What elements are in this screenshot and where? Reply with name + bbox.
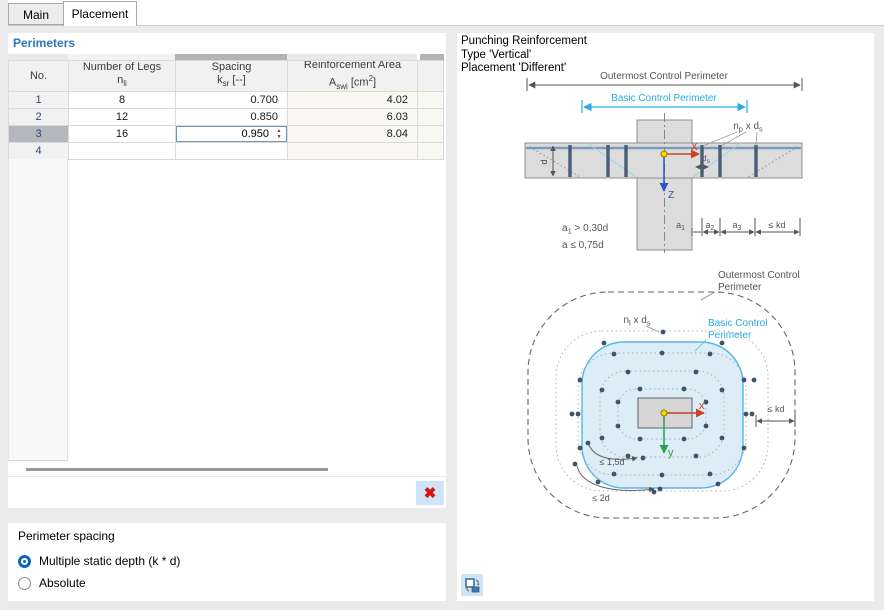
delete-icon: ✖ <box>423 485 437 502</box>
delete-row-button[interactable]: ✖ <box>416 481 444 505</box>
plan-15d-label: ≤ 1,5d <box>600 457 625 467</box>
section-dim-a2: a2 <box>706 220 715 232</box>
plan-nl-ds-label: nl x ds <box>623 315 650 328</box>
column-band-extra <box>420 54 444 60</box>
section-dim-kd: ≤ kd <box>769 220 786 230</box>
row-header[interactable]: 2 <box>9 109 69 126</box>
spacing-input[interactable] <box>176 126 287 142</box>
row-header[interactable]: 4 <box>9 143 69 160</box>
column-band-no <box>8 54 68 60</box>
section-dim-a1: a1 <box>676 220 685 232</box>
plan-x-axis-label: x <box>699 400 705 412</box>
plan-basic-label-1: Basic Control <box>708 318 767 329</box>
row-header-filler <box>8 159 68 461</box>
cell-spacing[interactable]: 0.700 <box>176 92 288 109</box>
sync-views-icon <box>464 577 479 592</box>
row-header-selected[interactable]: 3 <box>9 126 69 143</box>
preview-heading: Punching Reinforcement Type 'Vertical' P… <box>461 35 587 76</box>
cell-area[interactable]: 6.03 <box>288 109 418 126</box>
section-basic-label: Basic Control Perimeter <box>611 93 717 104</box>
perimeter-spacing-title: Perimeter spacing <box>18 529 115 543</box>
column-band-area <box>287 54 417 60</box>
plan-outermost-label-1: Outermost Control <box>718 270 800 281</box>
radio-label: Multiple static depth (k * d) <box>39 554 181 568</box>
cell-extra <box>418 143 444 160</box>
cell-extra <box>418 92 444 109</box>
perimeter-spacing-panel: Perimeter spacing Multiple static depth … <box>8 523 446 601</box>
radio-option-multiple-static-depth[interactable]: Multiple static depth (k * d) <box>18 553 180 569</box>
cell-extra <box>418 126 444 143</box>
perimeters-title: Perimeters <box>13 36 76 50</box>
col-header-extra <box>418 61 444 92</box>
cell-area[interactable] <box>288 143 418 160</box>
perimeters-table: No. Number of Legs nli Spacing ksr [--] … <box>8 60 445 160</box>
section-dim-a3: a3 <box>733 220 742 232</box>
radio-option-absolute[interactable]: Absolute <box>18 575 86 591</box>
cell-extra <box>418 109 444 126</box>
divider <box>8 476 446 477</box>
tab-bar: Main Placement <box>0 0 884 26</box>
radio-label: Absolute <box>39 576 86 590</box>
spinner-up-icon[interactable]: ▲ <box>276 128 282 134</box>
cell-spacing-editing: ▲ ▼ <box>176 126 288 143</box>
cell-legs[interactable]: 16 <box>69 126 176 143</box>
col-header-legs[interactable]: Number of Legs nli <box>69 61 176 92</box>
section-d-label: d <box>539 159 549 164</box>
plan-y-axis-label: y <box>668 447 674 459</box>
section-ds-label: ds <box>702 154 710 165</box>
cell-spacing[interactable]: 0.850 <box>176 109 288 126</box>
plan-2d-label: ≤ 2d <box>592 493 609 503</box>
section-diagram: Outermost Control Perimeter Basic Contro… <box>524 71 803 253</box>
plan-kd-label: ≤ kd <box>768 404 785 414</box>
preview-line-1: Punching Reinforcement <box>461 35 587 47</box>
cell-area[interactable]: 8.04 <box>288 126 418 143</box>
plan-basic-label-2: Perimeter <box>708 330 752 341</box>
col-header-no[interactable]: No. <box>9 61 69 92</box>
column-band-spacing <box>175 54 287 60</box>
section-np-ds-label: np x ds <box>733 121 763 134</box>
cell-legs[interactable]: 8 <box>69 92 176 109</box>
cell-spacing[interactable] <box>176 143 288 160</box>
spacing-spinner[interactable]: ▲ ▼ <box>273 128 285 140</box>
spinner-down-icon[interactable]: ▼ <box>276 134 282 140</box>
radio-selected-icon[interactable] <box>18 554 31 568</box>
section-a-rule: a ≤ 0,75d <box>562 240 604 251</box>
sync-views-button[interactable] <box>461 574 483 596</box>
section-outermost-label: Outermost Control Perimeter <box>600 71 728 82</box>
section-x-axis-label: X <box>691 142 698 153</box>
cell-legs[interactable]: 12 <box>69 109 176 126</box>
cell-legs[interactable] <box>69 143 176 160</box>
row-header[interactable]: 1 <box>9 92 69 109</box>
cell-area[interactable]: 4.02 <box>288 92 418 109</box>
stud-dots <box>569 329 757 495</box>
section-a1-rule: a1 > 0,30d <box>562 223 608 236</box>
radio-unselected-icon[interactable] <box>18 576 31 590</box>
origin-node <box>660 150 668 158</box>
preview-panel: Punching Reinforcement Type 'Vertical' P… <box>457 33 874 601</box>
plan-outermost-label-2: Perimeter <box>718 282 762 293</box>
preview-line-3: Placement 'Different' <box>461 62 567 74</box>
col-header-area[interactable]: Reinforcement Area Aswi [cm2] <box>288 61 418 92</box>
col-header-spacing[interactable]: Spacing ksr [--] <box>176 61 288 92</box>
tabbar-corner <box>0 0 8 26</box>
section-z-axis-label: Z <box>668 190 674 201</box>
perimeters-panel: Perimeters No. Number of Legs nli Spacin… <box>8 33 446 508</box>
preview-line-2: Type 'Vertical' <box>461 48 532 61</box>
column-band-legs <box>68 54 175 60</box>
origin-node <box>660 409 668 417</box>
tab-main[interactable]: Main <box>8 3 64 25</box>
reinforcement-diagram: Outermost Control Perimeter Basic Contro… <box>524 71 803 519</box>
tab-placement[interactable]: Placement <box>63 1 137 26</box>
horizontal-scrollbar-thumb[interactable] <box>26 468 328 471</box>
plan-diagram: Outermost Control Perimeter Basic Contro… <box>527 270 800 519</box>
